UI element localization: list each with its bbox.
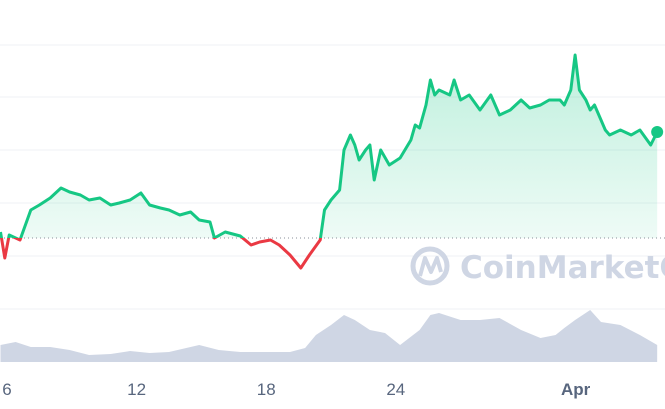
x-axis-ticks: 6 12 18 24 Apr <box>2 380 590 399</box>
x-tick-label: Apr <box>561 380 591 399</box>
x-tick-label: 6 <box>2 380 11 399</box>
x-tick-label: 12 <box>127 380 146 399</box>
x-tick-label: 18 <box>257 380 276 399</box>
x-tick-label: 24 <box>386 380 405 399</box>
volume-area <box>0 310 658 362</box>
watermark-text: CoinMarketCap <box>460 250 665 286</box>
price-line-above-baseline <box>0 53 659 238</box>
coinmarketcap-logo-icon <box>410 246 450 286</box>
current-price-dot[interactable] <box>651 126 664 138</box>
watermark: CoinMarketCap <box>410 246 665 286</box>
gridlines <box>0 44 665 310</box>
coinmarketcap-logo-m <box>418 256 443 277</box>
